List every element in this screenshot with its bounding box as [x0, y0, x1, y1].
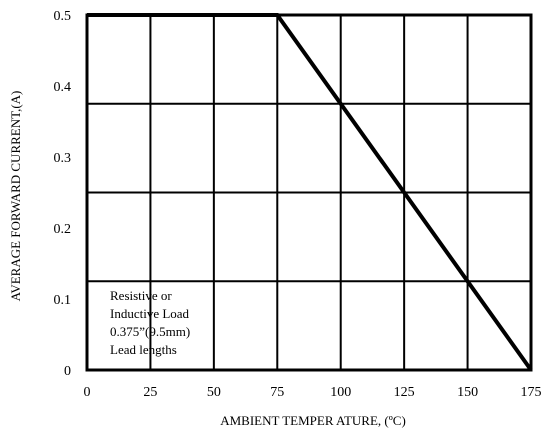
y-tick-label: 0.5	[54, 9, 72, 24]
y-tick-label: 0.4	[54, 80, 72, 95]
y-tick-label: 0	[64, 364, 71, 379]
derating-curve-line	[87, 13, 533, 372]
annotation-line-2: Inductive Load	[110, 306, 190, 321]
x-tick-label: 150	[457, 385, 478, 400]
annotation-line-3: 0.375”(9.5mm)	[110, 324, 190, 339]
x-axis-title: AMBIENT TEMPER ATURE, (ºC)	[220, 413, 406, 428]
x-tick-label: 25	[143, 385, 157, 400]
y-axis-title: AVERAGE FORWARD CURRENT,(A)	[8, 91, 23, 302]
y-tick-label: 0.2	[54, 222, 72, 237]
y-tick-label: 0.1	[54, 293, 72, 308]
x-tick-labels: 0 25 50 75 100 125 150 175	[84, 385, 542, 400]
series-group	[87, 13, 533, 372]
x-tick-label: 0	[84, 385, 91, 400]
plot-border	[85, 13, 533, 372]
y-tick-labels: 0 0.1 0.2 0.3 0.4 0.5	[54, 9, 72, 379]
x-tick-label: 50	[207, 385, 221, 400]
plot-frame	[85, 13, 533, 372]
y-tick-label: 0.3	[54, 151, 72, 166]
x-tick-label: 75	[270, 385, 284, 400]
x-tick-label: 125	[394, 385, 415, 400]
annotation-line-1: Resistive or	[110, 288, 172, 303]
x-tick-label: 175	[521, 385, 542, 400]
annotation-line-4: Lead lengths	[110, 342, 177, 357]
x-tick-label: 100	[330, 385, 351, 400]
load-annotation: Resistive or Inductive Load 0.375”(9.5mm…	[110, 288, 190, 357]
